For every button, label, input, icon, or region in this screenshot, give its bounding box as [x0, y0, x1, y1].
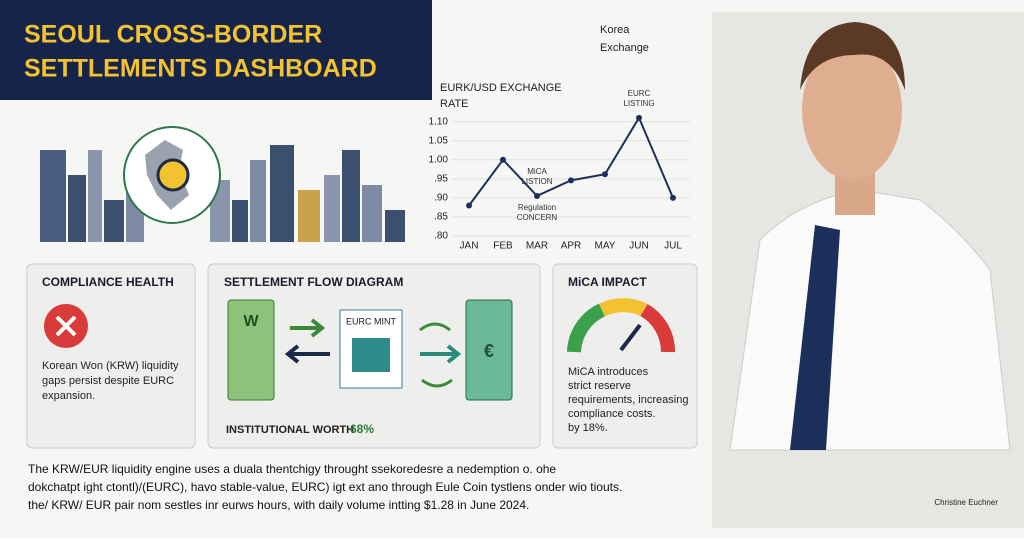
x-tick-label: MAR	[526, 241, 548, 252]
mint-label: EURC MINT	[346, 316, 396, 326]
panel-text: by 18%.	[568, 422, 608, 434]
arrow	[419, 322, 453, 388]
exchange-label: Korea	[600, 24, 630, 36]
exchange-label: Exchange	[600, 42, 649, 54]
mint-box	[339, 309, 403, 389]
worth-value: 68%	[350, 422, 374, 436]
panel-text: expansion.	[42, 390, 95, 402]
panel-text: strict reserve	[568, 380, 631, 392]
panel-text: compliance costs.	[568, 408, 655, 420]
panel-text: requirements, increasing	[568, 394, 688, 406]
mica-panel	[552, 263, 698, 449]
chart-title: EURK/USD EXCHANGE	[440, 82, 562, 94]
rate-point	[466, 202, 472, 209]
gauge-red	[640, 303, 676, 353]
header-title: SEOUL CROSS-BORDER	[24, 21, 322, 49]
gauge-yellow	[598, 298, 648, 317]
y-tick-label: 1.10	[429, 116, 449, 127]
panel-title: MiCA IMPACT	[568, 275, 647, 289]
x-tick-label: JUL	[664, 241, 682, 252]
footer-text: the/ KRW/ EUR pair nom sestles inr eurws…	[28, 498, 529, 512]
chart-annotation: MiCA	[527, 167, 547, 176]
x-tick-label: APR	[561, 241, 582, 252]
euro-symbol: €	[484, 341, 494, 361]
rate-point	[568, 177, 574, 184]
panel-text: Korean Won (KRW) liquidity	[42, 360, 179, 372]
chart-annotation: LISTION	[521, 177, 552, 186]
panel-text: gaps persist despite EURC	[42, 375, 174, 387]
rate-point	[500, 156, 506, 163]
panel-title: COMPLIANCE HEALTH	[42, 275, 174, 289]
footer-text: dokchatpt ight ctontl)/(EURC), havo stab…	[28, 480, 622, 494]
won-stack	[227, 299, 275, 401]
header-band	[0, 0, 432, 100]
chart-annotation: LISTING	[623, 99, 654, 108]
rate-point	[670, 194, 676, 201]
compliance-panel	[26, 263, 196, 449]
arrow	[420, 344, 462, 364]
chart-annotation: Regulation	[518, 203, 556, 212]
x-tick-label: JAN	[460, 241, 479, 252]
y-tick-label: .95	[434, 173, 448, 184]
panel-text: MiCA introduces	[568, 366, 649, 378]
y-tick-label: .90	[434, 193, 448, 204]
footer-text: The KRW/EUR liquidity engine uses a dual…	[28, 462, 556, 476]
photo-caption: Christine Euchner	[934, 498, 998, 507]
x-tick-label: FEB	[493, 241, 513, 252]
arrow	[284, 344, 330, 364]
tie	[790, 225, 840, 450]
face	[802, 40, 902, 180]
gauge-green	[567, 303, 606, 353]
y-tick-label: .85	[434, 212, 448, 223]
rate-point	[534, 192, 540, 199]
won-symbol: W	[243, 313, 259, 330]
euro-stack	[465, 299, 513, 401]
header-title: SETTLEMENTS DASHBOARD	[24, 55, 377, 83]
hair	[800, 22, 905, 90]
skyline	[40, 145, 405, 242]
rate-chart: 1.10 1.05 1.00 .95 .90 .85 .80 JAN FEB MAR APR MAY J…	[429, 89, 690, 252]
rate-point	[602, 171, 608, 178]
y-tick-label: 1.00	[429, 154, 449, 165]
fail-icon-x	[55, 315, 77, 337]
x-tick-label: JUN	[629, 241, 648, 252]
panel-title: SETTLEMENT FLOW DIAGRAM	[224, 275, 403, 289]
chart-annotation: EURC	[628, 89, 651, 98]
x-tick-label: MAY	[595, 241, 616, 252]
mica-text: MiCA introduces strict reserve requirement…	[568, 366, 688, 434]
footer: The KRW/EUR liquidity engine uses a dual…	[28, 462, 622, 512]
worth-label: INSTITUTIONAL WORTH	[226, 424, 354, 436]
arrow	[290, 318, 326, 338]
coin-icon	[156, 158, 190, 192]
rate-point	[636, 114, 642, 121]
mint-icon	[352, 338, 390, 372]
chart-title: RATE	[440, 98, 469, 110]
y-tick-label: 1.05	[429, 135, 449, 146]
chart-annotation: CONCERN	[517, 213, 558, 222]
y-tick-label: .80	[434, 231, 448, 242]
gauge-needle	[619, 323, 642, 352]
